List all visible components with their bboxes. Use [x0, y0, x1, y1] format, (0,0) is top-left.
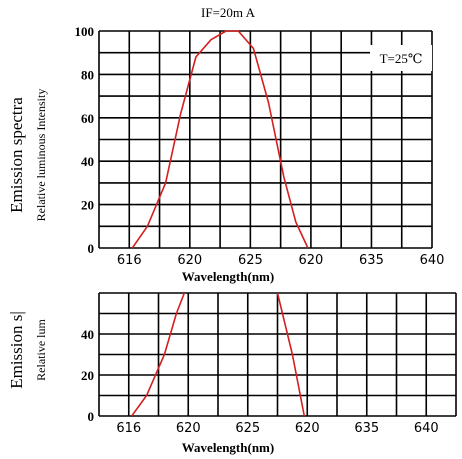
x-tick-label: 616: [117, 253, 142, 268]
chart-1-y-axis-label-secondary: Relative luminous Intensity: [34, 89, 48, 222]
chart-1: IF=20m A T=25℃ 0 20 40 60 80 100 616 620 625 620…: [7, 5, 445, 284]
y-tick-label: 60: [81, 111, 94, 126]
chart-2-x-axis-label: Wavelength(nm): [182, 440, 274, 455]
chart-2-x-ticks: 616620625620635640645: [116, 421, 439, 436]
x-tick-label: 620: [176, 421, 201, 436]
x-tick-label: 616: [116, 421, 141, 436]
y-tick-label: 100: [75, 24, 95, 39]
chart-1-x-axis-label: Wavelength(nm): [182, 269, 274, 284]
chart-1-title: IF=20m A: [201, 5, 256, 20]
chart-1-annotation: T=25℃: [380, 51, 423, 66]
y-tick-label: 20: [81, 368, 94, 383]
y-tick-label: 0: [88, 409, 95, 424]
chart-2-series: [131, 293, 306, 416]
chart-2-y-ticks: 0 20 40: [81, 327, 94, 424]
x-tick-label: 625: [235, 421, 260, 436]
x-tick-label: 625: [238, 253, 263, 268]
chart-1-series: [131, 30, 309, 249]
y-tick-label: 40: [81, 154, 94, 169]
x-tick-label: 620: [298, 253, 323, 268]
chart-1-y-axis-label-primary: Emission spectra: [7, 97, 26, 213]
x-tick-label: 620: [177, 253, 202, 268]
chart-1-annotation-box: [370, 45, 432, 71]
x-tick-label: 640: [420, 253, 445, 268]
y-tick-label: 40: [81, 327, 94, 342]
y-tick-label: 80: [81, 67, 94, 82]
chart-1-y-ticks: 0 20 40 60 80 100: [75, 24, 95, 256]
chart-2-y-axis-label-secondary: Relative lum: [34, 319, 48, 381]
x-tick-label: 620: [295, 421, 320, 436]
spectrum-line: [131, 293, 306, 416]
y-tick-label: 20: [81, 198, 94, 213]
y-tick-label: 0: [88, 241, 95, 256]
x-tick-label: 635: [354, 421, 379, 436]
x-tick-label: 635: [359, 253, 384, 268]
chart-1-x-ticks: 616620625620635640645: [117, 253, 445, 268]
x-tick-label: 640: [414, 421, 439, 436]
chart-2-grid: [98, 292, 457, 417]
chart-2-y-axis-label-primary: Emission s|: [7, 311, 26, 389]
spectrum-line: [131, 30, 309, 249]
